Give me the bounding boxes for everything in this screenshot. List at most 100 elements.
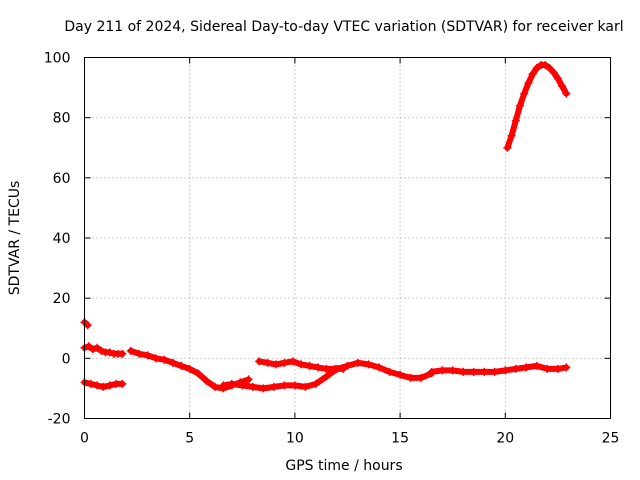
data-point [339, 364, 348, 373]
data-point [562, 363, 571, 372]
data-point [185, 364, 194, 373]
data-point [152, 354, 161, 363]
data-point [469, 367, 478, 376]
data-point [314, 363, 323, 372]
data-point [238, 381, 247, 390]
data-point [385, 367, 394, 376]
data-point [507, 131, 516, 140]
data-point [135, 349, 144, 358]
y-tick-label: 40 [53, 231, 71, 247]
x-tick-label: 25 [602, 431, 620, 447]
data-point [511, 116, 520, 125]
data-point [330, 364, 339, 373]
y-tick-label: -20 [48, 412, 71, 428]
data-point [290, 381, 299, 390]
data-point [288, 357, 297, 366]
chart-title: Day 211 of 2024, Sidereal Day-to-day VTE… [64, 19, 623, 35]
data-point [118, 379, 127, 388]
data-point [354, 358, 363, 367]
data-point [259, 384, 268, 393]
x-tick-label: 5 [185, 431, 194, 447]
data-point [406, 373, 415, 382]
data-point [219, 381, 228, 390]
data-point [88, 345, 97, 354]
x-axis: 0 5 10 15 20 25 [80, 57, 620, 447]
data-point [84, 342, 93, 351]
data-point [97, 346, 106, 355]
data-point [194, 369, 203, 378]
data-point [93, 343, 102, 352]
grid-lines [84, 57, 611, 419]
data-point [516, 101, 525, 110]
data-point [343, 361, 352, 370]
data-point [105, 348, 114, 357]
data-point [143, 351, 152, 360]
data-point [524, 79, 533, 88]
data-point [322, 364, 331, 373]
data-point [553, 74, 562, 83]
x-tick-label: 20 [496, 431, 514, 447]
data-point [177, 361, 186, 370]
data-point [248, 382, 257, 391]
data-point [511, 364, 520, 373]
y-tick-label: 60 [53, 171, 71, 187]
data-point [168, 358, 177, 367]
data-point [522, 363, 531, 372]
data-point [543, 364, 552, 373]
data-point [322, 372, 331, 381]
data-point [417, 373, 426, 382]
y-tick-label: 100 [44, 51, 71, 67]
data-point [263, 358, 272, 367]
x-tick-label: 15 [391, 431, 409, 447]
x-tick-label: 0 [80, 431, 89, 447]
data-point [280, 381, 289, 390]
data-point [532, 361, 541, 370]
data-point [503, 143, 512, 152]
data-point [438, 366, 447, 375]
data-point [160, 355, 169, 364]
data-point [118, 349, 127, 358]
data-point [271, 360, 280, 369]
data-point [301, 382, 310, 391]
data-point [93, 381, 102, 390]
data-point [541, 61, 550, 70]
x-axis-label: GPS time / hours [285, 458, 402, 474]
x-tick-label: 10 [286, 431, 304, 447]
data-point [553, 364, 562, 373]
data-point [448, 366, 457, 375]
y-tick-label: 0 [62, 351, 71, 367]
data-point [105, 381, 114, 390]
data-layer [80, 61, 571, 393]
data-point [427, 367, 436, 376]
data-point [99, 382, 108, 391]
data-point [126, 346, 135, 355]
data-point [396, 370, 405, 379]
data-point [269, 382, 278, 391]
data-point [545, 64, 554, 73]
data-point [375, 363, 384, 372]
data-point [549, 68, 558, 77]
data-point [305, 361, 314, 370]
data-point [520, 89, 529, 98]
data-point [528, 70, 537, 79]
y-tick-label: 80 [53, 111, 71, 127]
data-point [255, 357, 264, 366]
data-point [562, 89, 571, 98]
data-point [210, 382, 219, 391]
data-point [227, 379, 236, 388]
data-point [202, 376, 211, 385]
y-axis: -20 0 20 40 60 80 100 [44, 51, 611, 428]
data-point [280, 358, 289, 367]
data-point [480, 367, 489, 376]
data-point [311, 379, 320, 388]
data-point [501, 366, 510, 375]
data-point [459, 367, 468, 376]
data-point [490, 367, 499, 376]
data-point [244, 375, 253, 384]
y-axis-label: SDTVAR / TECUs [7, 181, 23, 296]
data-point [558, 82, 567, 91]
y-tick-label: 20 [53, 291, 71, 307]
data-point [86, 379, 95, 388]
data-point [532, 64, 541, 73]
